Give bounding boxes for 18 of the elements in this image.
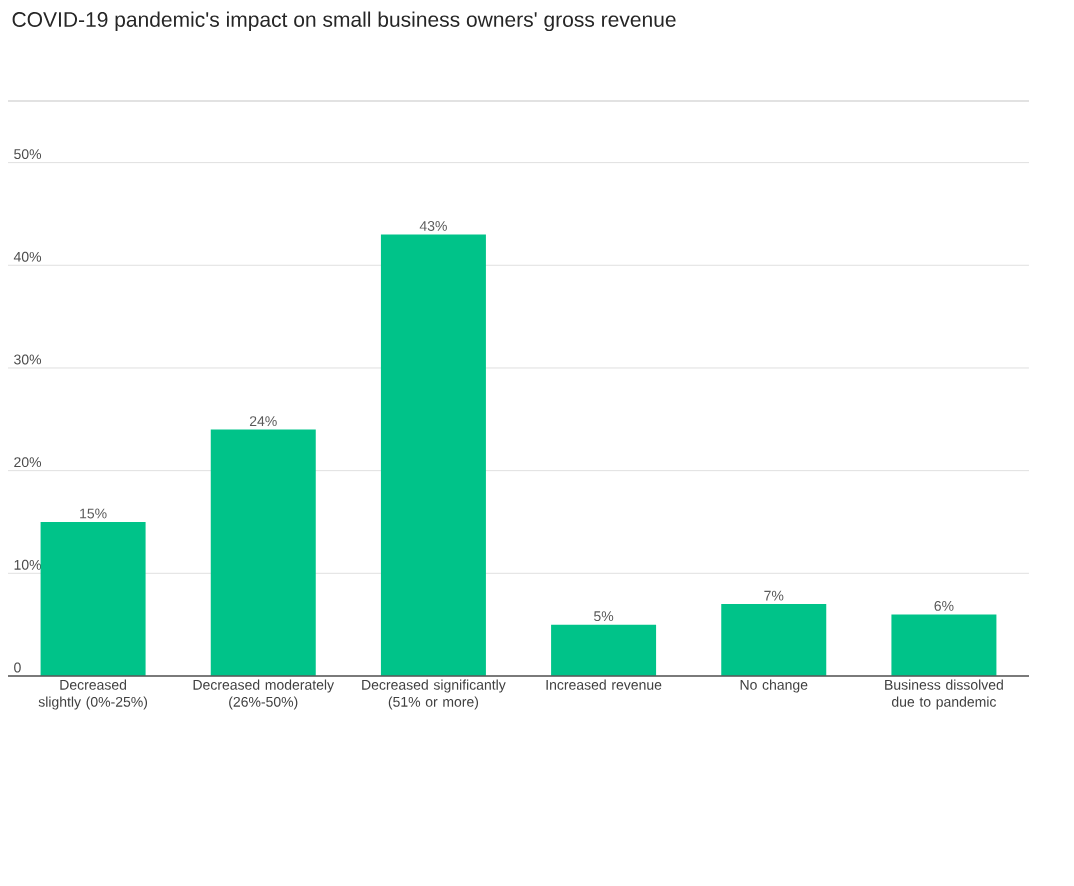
chart-title: COVID-19 pandemic's impact on small business owners' gross revenue	[12, 11, 676, 32]
data-label: 7%	[764, 590, 784, 601]
x-tick-label: Increased revenue	[546, 679, 662, 690]
data-label: 5%	[594, 611, 614, 622]
data-label: 43%	[419, 221, 447, 231]
y-tick-label: 50%	[14, 149, 42, 160]
y-tick-label: 20%	[14, 457, 42, 468]
x-tick-label: Decreased slightly (0%-25%)	[38, 679, 148, 710]
y-tick-label: 40%	[13, 251, 42, 262]
y-tick-label: 0	[14, 662, 21, 673]
data-label: 6%	[934, 600, 954, 611]
x-tick-label: No change	[740, 679, 808, 693]
data-label: 24%	[249, 416, 277, 427]
y-tick-label: 30%	[14, 354, 42, 365]
x-tick-label: Decreased significantly (51% or more)	[362, 679, 506, 710]
x-tick-label: Decreased moderately (26%-50%)	[193, 679, 335, 710]
x-tick-label: Business dissolved due to pandemic	[885, 679, 1003, 710]
data-label: 15%	[80, 508, 107, 519]
